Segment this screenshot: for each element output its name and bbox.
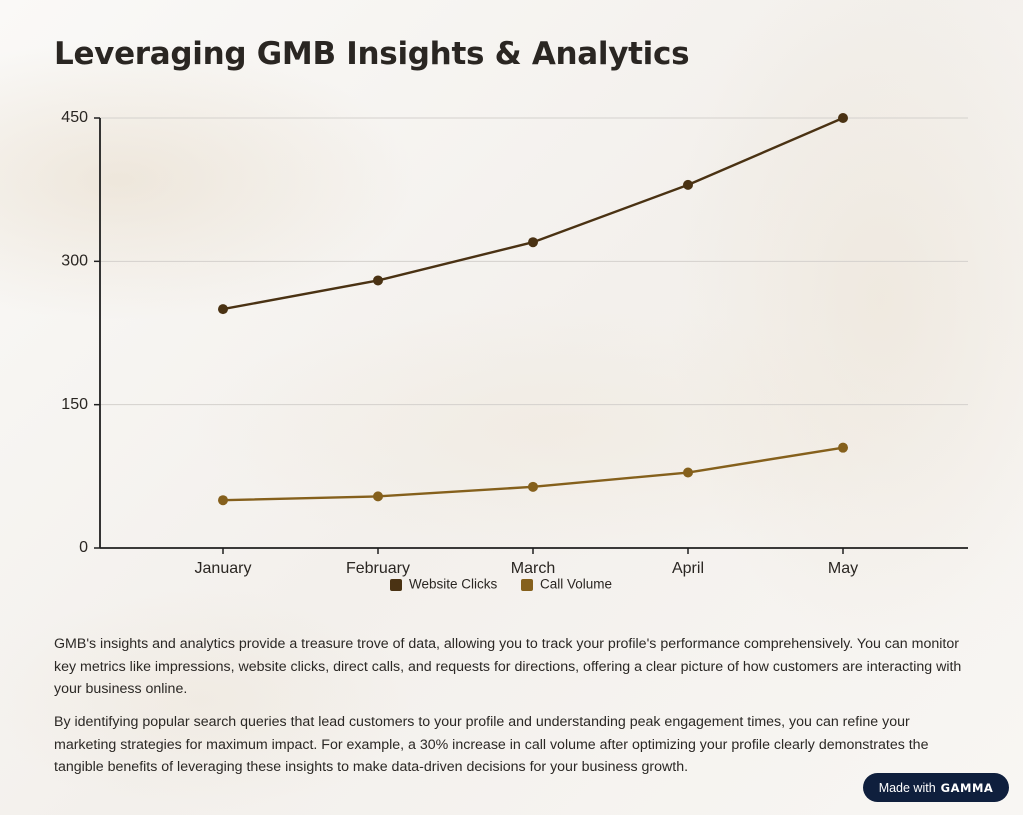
legend-label: Call Volume: [540, 577, 612, 592]
data-point: [838, 113, 848, 123]
legend: Website Clicks Call Volume: [390, 577, 612, 592]
y-tick-label: 450: [61, 109, 88, 126]
data-point: [218, 495, 228, 506]
series-line-0: [222, 116, 844, 311]
y-tick-label: 300: [61, 253, 88, 270]
data-point: [528, 237, 538, 248]
data-point: [218, 304, 228, 315]
grid-lines: [100, 117, 968, 406]
paragraph-1: GMB's insights and analytics provide a t…: [54, 636, 962, 697]
legend-label: Website Clicks: [409, 577, 498, 592]
x-tick-label: May: [828, 560, 858, 577]
data-point: [528, 481, 538, 492]
data-point: [373, 491, 383, 502]
line-chart: 0 150 300 450 January February March April May W…: [61, 109, 968, 592]
x-tick-label: January: [195, 560, 252, 577]
badge-prefix: Made with: [878, 780, 936, 795]
x-tick-label: March: [511, 560, 555, 577]
data-point: [373, 275, 383, 286]
y-tick-label: 0: [79, 539, 88, 556]
data-point: [683, 467, 693, 478]
page-title: Leveraging GMB Insights & Analytics: [54, 36, 690, 72]
made-with-gamma-badge[interactable]: Made with GAMMA: [863, 773, 1009, 802]
x-tick-label: April: [672, 560, 704, 577]
data-point: [683, 179, 693, 190]
legend-swatch: [521, 579, 533, 591]
gamma-logo: GAMMA: [940, 780, 994, 795]
x-tick-label: February: [346, 560, 410, 577]
legend-swatch: [390, 579, 402, 591]
y-tick-label: 150: [61, 396, 88, 413]
series-line-1: [222, 446, 844, 502]
series-layer: [218, 113, 848, 506]
axes: 0 150 300 450 January February March April May: [61, 109, 968, 577]
paragraph-2: By identifying popular search queries th…: [54, 714, 929, 775]
data-point: [838, 442, 848, 453]
